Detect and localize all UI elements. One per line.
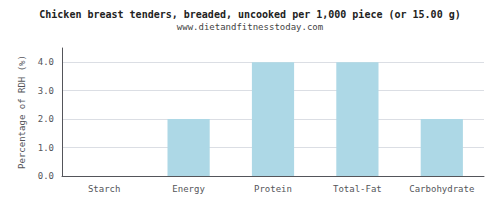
svg-text:4.0: 4.0 bbox=[38, 57, 54, 67]
svg-text:Percentage of RDH (%): Percentage of RDH (%) bbox=[17, 55, 27, 169]
svg-text:0.0: 0.0 bbox=[38, 171, 54, 181]
svg-text:Carbohydrate: Carbohydrate bbox=[409, 184, 474, 194]
svg-text:Energy: Energy bbox=[172, 184, 205, 194]
svg-text:Protein: Protein bbox=[254, 184, 292, 194]
svg-text:Total-Fat: Total-Fat bbox=[333, 184, 382, 194]
svg-text:2.0: 2.0 bbox=[38, 114, 54, 124]
svg-text:Chicken breast tenders, breade: Chicken breast tenders, breaded, uncooke… bbox=[39, 9, 460, 20]
svg-text:1.0: 1.0 bbox=[38, 143, 54, 153]
svg-text:www.dietandfitnesstoday.com: www.dietandfitnesstoday.com bbox=[177, 22, 323, 32]
svg-text:Starch: Starch bbox=[88, 184, 121, 194]
svg-text:3.0: 3.0 bbox=[38, 86, 54, 96]
